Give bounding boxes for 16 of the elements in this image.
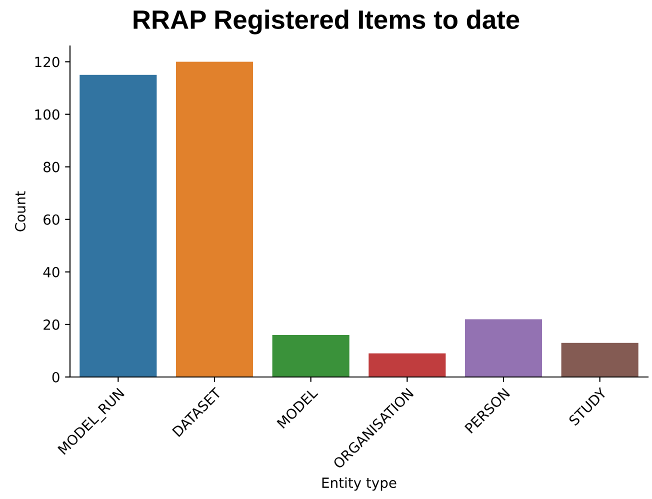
y-tick-label: 100 (35, 109, 60, 120)
y-tick-label: 120 (35, 56, 60, 68)
bar (176, 62, 254, 377)
x-axis-title: Entity type (322, 477, 396, 491)
y-tick-label: 0 (52, 372, 60, 382)
bar (272, 334, 350, 377)
y-tick-label: 80 (44, 162, 60, 172)
bar (80, 74, 157, 377)
y-tick-label: 60 (44, 214, 60, 225)
bar (561, 342, 638, 377)
y-axis-title: Count (15, 191, 26, 232)
chart-title: RRAP Registered Items to date (134, 10, 520, 34)
bar (368, 353, 446, 377)
y-tick-label: 20 (44, 319, 60, 330)
y-tick-label: 40 (43, 266, 60, 278)
bar (464, 319, 542, 377)
